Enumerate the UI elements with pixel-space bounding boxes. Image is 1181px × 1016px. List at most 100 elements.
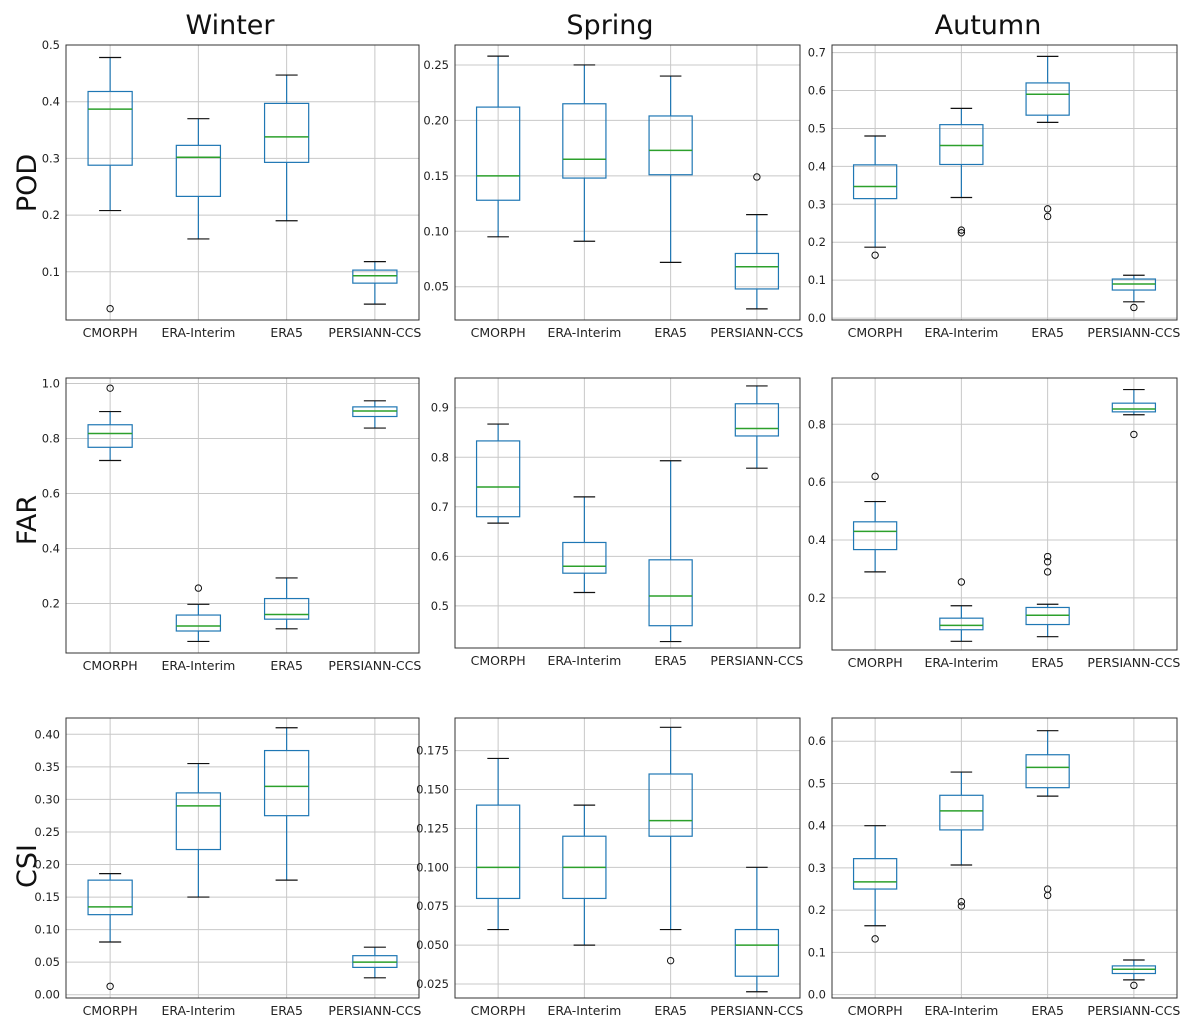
x-tick-label: CMORPH	[848, 655, 903, 670]
y-tick-label: 0.4	[808, 533, 826, 547]
y-tick-label: 0.5	[42, 38, 60, 52]
x-tick-label: ERA-Interim	[547, 653, 621, 668]
plot-frame	[831, 377, 1178, 651]
x-tick-label: PERSIANN-CCS	[710, 653, 803, 668]
row-label-csi: CSI	[12, 844, 43, 888]
y-tick-label: 0.8	[808, 417, 826, 431]
y-tick-label: 0.6	[808, 734, 826, 748]
y-tick-label: 0.1	[42, 265, 60, 279]
outlier-point	[106, 982, 114, 990]
iqr-box	[87, 879, 133, 916]
x-tick-label: PERSIANN-CCS	[328, 658, 421, 673]
outlier-point	[871, 251, 879, 259]
iqr-box	[648, 773, 693, 837]
box-persiann-ccs	[734, 866, 780, 993]
box-persiann-ccs	[734, 173, 780, 310]
iqr-box	[352, 269, 398, 284]
iqr-box	[852, 521, 898, 551]
y-tick-label: 0.5	[808, 776, 826, 790]
box-era5	[648, 726, 693, 965]
box-era-interim	[175, 584, 222, 643]
iqr-box	[87, 424, 133, 448]
outlier-point	[1130, 981, 1138, 990]
box-era5	[1025, 55, 1070, 221]
x-tick-label: ERA-Interim	[547, 1003, 621, 1016]
box-cmorph	[852, 135, 898, 259]
y-tick-label: 0.25	[423, 58, 449, 72]
iqr-box	[734, 928, 780, 977]
box-persiann-ccs	[352, 946, 398, 979]
y-tick-label: 0.2	[42, 597, 60, 611]
y-tick-label: 0.10	[34, 923, 60, 937]
y-tick-label: 0.0	[808, 988, 826, 1002]
box-cmorph	[475, 757, 521, 931]
panel-pod-winter: 0.1 0.2 0.3 0.4 0.5 CMORPH ERA-Interim ERA5 PERS…	[42, 38, 422, 340]
x-tick-label: PERSIANN-CCS	[710, 1003, 803, 1016]
y-tick-label: 0.3	[808, 197, 826, 211]
box-persiann-ccs	[734, 385, 780, 469]
y-tick-label: 0.3	[808, 861, 826, 875]
iqr-box	[562, 103, 607, 179]
y-tick-label: 0.10	[423, 224, 449, 238]
y-tick-label: 0.1	[808, 945, 826, 959]
y-tick-label: 0.6	[808, 84, 826, 98]
x-tick-label: CMORPH	[83, 658, 138, 673]
outlier-point	[666, 956, 675, 965]
row-label-far: FAR	[12, 495, 43, 545]
iqr-box	[175, 792, 222, 851]
y-tick-label: 0.4	[42, 542, 60, 556]
column-title-winter: Winter	[185, 10, 275, 41]
y-tick-label: 0.100	[416, 860, 449, 874]
x-tick-label: PERSIANN-CCS	[1087, 655, 1180, 670]
outlier-point	[1130, 430, 1138, 439]
y-tick-label: 0.4	[808, 819, 826, 833]
panel-far-winter: 0.2 0.4 0.6 0.8 1.0 CMORPH ERA-Interim ERA5 PERS…	[42, 377, 422, 674]
box-persiann-ccs	[1111, 959, 1157, 990]
box-era-interim	[175, 118, 222, 240]
y-tick-label: 0.075	[416, 899, 449, 913]
x-tick-label: PERSIANN-CCS	[328, 1003, 421, 1016]
box-era5	[1025, 552, 1070, 638]
y-tick-label: 0.1	[808, 273, 826, 287]
x-tick-label: ERA-Interim	[547, 325, 621, 340]
box-cmorph	[87, 56, 133, 313]
outlier-point	[957, 226, 966, 234]
box-persiann-ccs	[352, 400, 398, 429]
y-tick-label: 0.6	[431, 549, 449, 563]
y-tick-label: 1.0	[42, 377, 60, 391]
x-tick-label: CMORPH	[848, 325, 903, 340]
x-tick-label: ERA5	[654, 1003, 687, 1016]
y-tick-label: 0.6	[808, 475, 826, 489]
iqr-box	[87, 90, 133, 166]
x-tick-label: PERSIANN-CCS	[328, 325, 421, 340]
y-tick-label: 0.2	[808, 235, 826, 249]
box-persiann-ccs	[1111, 388, 1157, 439]
box-era5	[263, 727, 310, 881]
iqr-box	[562, 541, 607, 574]
x-tick-label: CMORPH	[471, 325, 526, 340]
box-cmorph	[852, 825, 898, 943]
iqr-box	[1025, 754, 1070, 789]
y-tick-label: 0.2	[808, 591, 826, 605]
iqr-box	[734, 252, 780, 290]
y-tick-label: 0.7	[808, 46, 826, 60]
box-era-interim	[939, 107, 984, 237]
y-tick-label: 0.25	[34, 825, 60, 839]
outlier-point	[106, 384, 114, 392]
y-tick-label: 0.050	[416, 938, 449, 952]
iqr-box	[1025, 82, 1070, 116]
outlier-point	[957, 902, 966, 910]
box-cmorph	[87, 873, 133, 990]
iqr-box	[939, 617, 984, 631]
y-tick-label: 0.0	[808, 311, 826, 325]
iqr-box	[263, 749, 310, 817]
iqr-box	[475, 106, 521, 201]
outlier-point	[957, 898, 966, 906]
iqr-box	[648, 559, 693, 627]
y-tick-label: 0.150	[416, 783, 449, 797]
box-era-interim	[939, 771, 984, 910]
y-tick-label: 0.05	[423, 280, 449, 294]
x-tick-label: CMORPH	[83, 1003, 138, 1016]
panel-csi-spring: 0.025 0.050 0.075 0.100 0.125 0.150 0.175 CMORP…	[416, 717, 803, 1016]
iqr-box	[263, 597, 310, 620]
